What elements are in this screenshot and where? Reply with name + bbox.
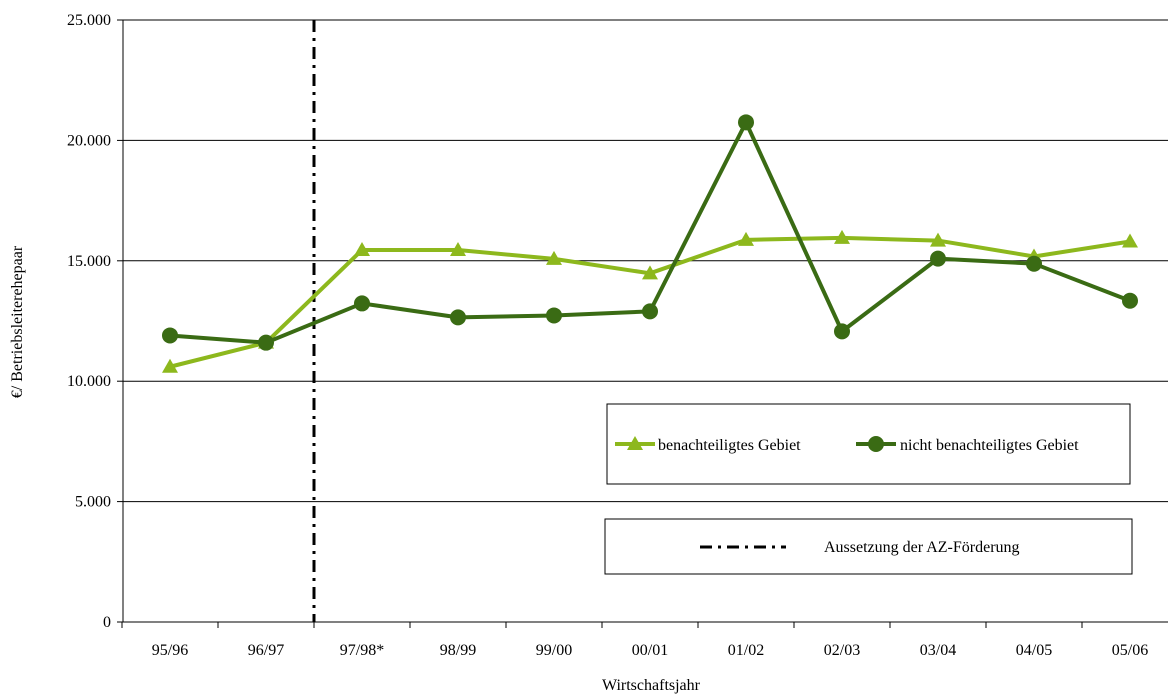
- x-axis-title: Wirtschaftsjahr: [602, 677, 701, 694]
- legend-reference-label: Aussetzung der AZ-Förderung: [824, 539, 1020, 556]
- data-point: [834, 323, 850, 340]
- series-1: [162, 114, 1138, 351]
- y-tick-label: 15.000: [67, 253, 111, 270]
- data-point: [930, 250, 946, 267]
- data-point: [450, 309, 466, 326]
- data-point: [642, 265, 658, 280]
- legend-reference: Aussetzung der AZ-Förderung: [604, 518, 1133, 575]
- series-group: [162, 114, 1138, 373]
- data-point: [738, 114, 754, 131]
- axes: [117, 19, 1168, 628]
- data-point: [1026, 255, 1042, 272]
- data-point: [354, 295, 370, 312]
- data-point: [258, 334, 274, 351]
- x-tick-label: 98/99: [440, 642, 476, 659]
- x-tick-label: 97/98*: [340, 642, 384, 659]
- x-tick-label: 02/03: [824, 642, 860, 659]
- legend-series: benachteiligtes Gebiet nicht benachteili…: [606, 403, 1131, 485]
- y-tick-labels: 0 5.000 10.000 15.000 20.000 25.000: [67, 12, 111, 631]
- data-point: [162, 327, 178, 344]
- y-tick-label: 25.000: [67, 12, 111, 29]
- legend-label-nicht-benachteiligt: nicht benachteiligtes Gebiet: [900, 437, 1079, 454]
- legend-reference-box: [604, 518, 1133, 575]
- x-tick-label: 05/06: [1112, 642, 1148, 659]
- x-tick-label: 99/00: [536, 642, 572, 659]
- x-tick-label: 00/01: [632, 642, 668, 659]
- data-point: [450, 241, 466, 256]
- data-point: [1122, 292, 1138, 309]
- legend-label-benachteiligt: benachteiligtes Gebiet: [658, 437, 801, 454]
- y-tick-label: 5.000: [75, 494, 111, 511]
- data-point: [642, 303, 658, 320]
- data-point: [834, 229, 850, 244]
- y-tick-label: 10.000: [67, 373, 111, 390]
- data-point: [738, 231, 754, 246]
- data-point: [930, 232, 946, 247]
- data-point: [354, 241, 370, 256]
- legend-marker-circle: [868, 436, 884, 452]
- data-point: [1122, 233, 1138, 248]
- gridlines: [123, 19, 1168, 503]
- legend-marker-triangle: [627, 436, 643, 450]
- x-tick-label: 04/05: [1016, 642, 1052, 659]
- x-tick-label: 03/04: [920, 642, 956, 659]
- data-point: [546, 307, 562, 324]
- y-tick-label: 20.000: [67, 132, 111, 149]
- y-tick-label: 0: [103, 614, 111, 631]
- x-tick-label: 01/02: [728, 642, 764, 659]
- x-tick-label: 95/96: [152, 642, 188, 659]
- y-axis-title: €/ Betriebsleiterehepaar: [9, 245, 26, 398]
- x-tick-labels: 95/96 96/97 97/98* 98/99 99/00 00/01 01/02 02/0…: [152, 642, 1148, 659]
- series-0: [162, 229, 1138, 373]
- data-point: [546, 250, 562, 265]
- data-point: [162, 358, 178, 373]
- x-tick-label: 96/97: [248, 642, 284, 659]
